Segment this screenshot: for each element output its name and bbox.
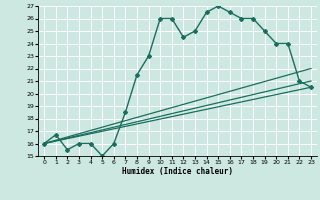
X-axis label: Humidex (Indice chaleur): Humidex (Indice chaleur) [122, 167, 233, 176]
